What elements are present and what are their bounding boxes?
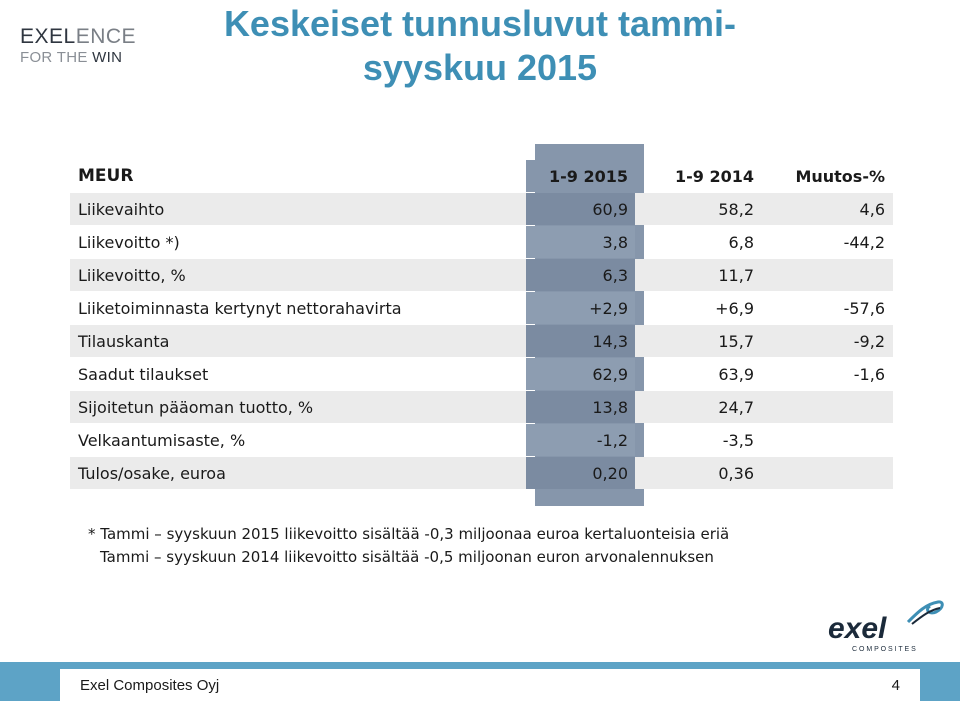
row-label: Tilauskanta bbox=[78, 331, 170, 351]
table-row: Tulos/osake, euroa 0,20 0,36 bbox=[70, 457, 893, 489]
page-number: 4 bbox=[891, 676, 900, 694]
table-row: Liikevaihto 60,9 58,2 4,6 bbox=[70, 193, 893, 225]
table-row: Liiketoiminnasta kertynyt nettorahavirta… bbox=[70, 292, 893, 324]
value-2014: +6,9 bbox=[715, 298, 754, 318]
row-label: Liikevoitto, % bbox=[78, 265, 186, 285]
value-2014: 24,7 bbox=[718, 397, 754, 417]
value-2015: 0,20 bbox=[526, 457, 635, 489]
company-name: Exel Composites Oyj bbox=[80, 676, 220, 694]
header-cell: 1-9 2015 bbox=[526, 160, 635, 192]
row-label: Liikevaihto bbox=[78, 199, 165, 219]
value-2014: 15,7 bbox=[718, 331, 754, 351]
value-change: -57,6 bbox=[843, 298, 885, 318]
header-cell: MEUR bbox=[78, 166, 134, 186]
value-2014: 6,8 bbox=[728, 232, 754, 252]
value-change: 4,6 bbox=[859, 199, 885, 219]
brand-part: WIN bbox=[92, 49, 123, 66]
value-change: -1,6 bbox=[853, 364, 885, 384]
title-line: Keskeiset tunnusluvut tammi- bbox=[223, 3, 737, 44]
key-figures-table: MEUR 1-9 2015 1-9 2014 Muutos-% Liikevai… bbox=[70, 144, 893, 506]
brand-slogan: EXELENCE FOR THE WIN bbox=[20, 26, 136, 65]
logo-subtitle: C O M P O S I T E S bbox=[852, 646, 916, 653]
table-row: Tilauskanta 14,3 15,7 -9,2 bbox=[70, 325, 893, 357]
brand-part: EXEL bbox=[20, 25, 76, 48]
footnote: * Tammi – syyskuun 2015 liikevoitto sisä… bbox=[88, 525, 730, 543]
value-2015: 14,3 bbox=[526, 325, 635, 357]
value-2014: 58,2 bbox=[718, 199, 754, 219]
row-label: Velkaantumisaste, % bbox=[78, 430, 246, 450]
header-cell: Muutos-% bbox=[795, 166, 885, 186]
footer-content: Exel Composites Oyj 4 bbox=[60, 669, 920, 701]
brand-part: ENCE bbox=[75, 25, 137, 48]
value-2015: 13,8 bbox=[526, 391, 635, 423]
value-2014: -3,5 bbox=[722, 430, 754, 450]
table-row: Sijoitetun pääoman tuotto, % 13,8 24,7 bbox=[70, 391, 893, 423]
table-row: Saadut tilaukset 62,9 63,9 -1,6 bbox=[70, 358, 893, 390]
title-line: syyskuu 2015 bbox=[362, 47, 598, 88]
row-label: Liikevoitto *) bbox=[78, 232, 180, 252]
value-2015: 62,9 bbox=[526, 358, 635, 390]
value-2015: 3,8 bbox=[526, 226, 635, 258]
value-change: -44,2 bbox=[843, 232, 885, 252]
table-row: Liikevoitto *) 3,8 6,8 -44,2 bbox=[70, 226, 893, 258]
slide-title: Keskeiset tunnusluvut tammi- syyskuu 201… bbox=[180, 2, 780, 90]
logo-swoosh-icon bbox=[911, 607, 941, 625]
value-2014: 63,9 bbox=[718, 364, 754, 384]
value-2015: -1,2 bbox=[526, 424, 635, 456]
exel-composites-logo: exel C O M P O S I T E S bbox=[828, 600, 944, 653]
value-2015: +2,9 bbox=[526, 292, 635, 324]
table-header-row: MEUR 1-9 2015 1-9 2014 Muutos-% bbox=[70, 160, 893, 192]
value-change: -9,2 bbox=[853, 331, 885, 351]
header-cell: 1-9 2014 bbox=[674, 166, 754, 186]
row-label: Liiketoiminnasta kertynyt nettorahavirta bbox=[78, 298, 402, 318]
footnotes: * Tammi – syyskuun 2015 liikevoitto sisä… bbox=[88, 523, 729, 569]
brand-part: FOR THE bbox=[20, 49, 93, 66]
row-label: Tulos/osake, euroa bbox=[78, 463, 226, 483]
logo-swoosh-icon bbox=[906, 600, 944, 624]
value-2014: 0,36 bbox=[718, 463, 754, 483]
value-2015: 60,9 bbox=[526, 193, 635, 225]
row-label: Sijoitetun pääoman tuotto, % bbox=[78, 397, 314, 417]
footer-bar: Exel Composites Oyj 4 bbox=[0, 662, 960, 701]
value-2015: 6,3 bbox=[526, 259, 635, 291]
value-2014: 11,7 bbox=[718, 265, 754, 285]
footnote: Tammi – syyskuun 2014 liikevoitto sisält… bbox=[100, 548, 714, 566]
row-label: Saadut tilaukset bbox=[78, 364, 209, 384]
logo-word: exel bbox=[828, 612, 887, 645]
table-row: Velkaantumisaste, % -1,2 -3,5 bbox=[70, 424, 893, 456]
table-row: Liikevoitto, % 6,3 11,7 bbox=[70, 259, 893, 291]
